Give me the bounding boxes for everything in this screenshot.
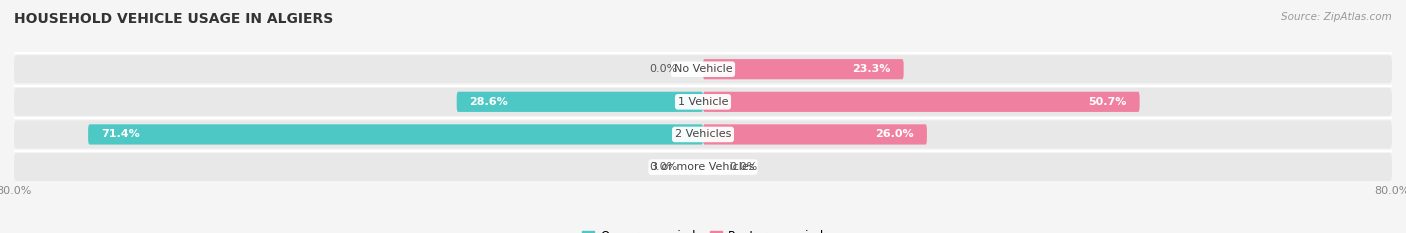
Text: 71.4%: 71.4% [101,130,139,139]
Text: 1 Vehicle: 1 Vehicle [678,97,728,107]
Text: 28.6%: 28.6% [470,97,509,107]
Text: 2 Vehicles: 2 Vehicles [675,130,731,139]
FancyBboxPatch shape [14,55,1392,83]
FancyBboxPatch shape [703,59,904,79]
FancyBboxPatch shape [703,92,1140,112]
Text: 26.0%: 26.0% [876,130,914,139]
Text: 0.0%: 0.0% [728,162,756,172]
FancyBboxPatch shape [14,153,1392,181]
Text: 0.0%: 0.0% [650,64,678,74]
Text: 0.0%: 0.0% [650,162,678,172]
Text: No Vehicle: No Vehicle [673,64,733,74]
Text: 23.3%: 23.3% [852,64,891,74]
FancyBboxPatch shape [14,120,1392,148]
Legend: Owner-occupied, Renter-occupied: Owner-occupied, Renter-occupied [578,225,828,233]
Text: Source: ZipAtlas.com: Source: ZipAtlas.com [1281,12,1392,22]
Text: 3 or more Vehicles: 3 or more Vehicles [651,162,755,172]
FancyBboxPatch shape [89,124,703,144]
Text: HOUSEHOLD VEHICLE USAGE IN ALGIERS: HOUSEHOLD VEHICLE USAGE IN ALGIERS [14,12,333,26]
Text: 50.7%: 50.7% [1088,97,1126,107]
FancyBboxPatch shape [457,92,703,112]
FancyBboxPatch shape [703,124,927,144]
FancyBboxPatch shape [14,88,1392,116]
